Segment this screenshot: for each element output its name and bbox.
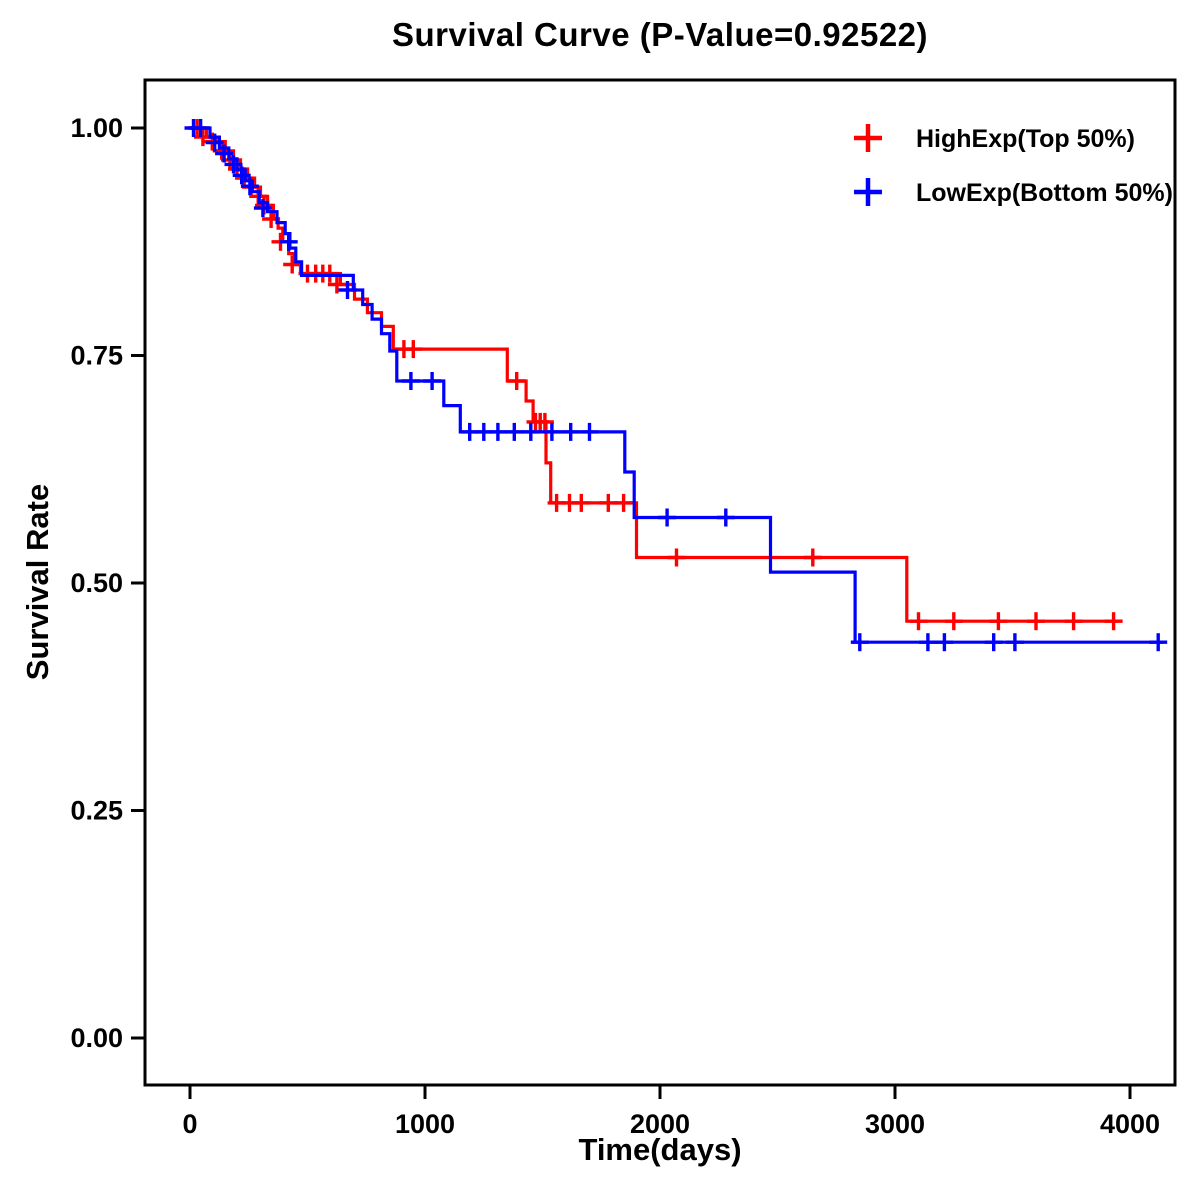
y-tick-label: 1.00 (70, 113, 123, 143)
y-tick-label: 0.75 (70, 341, 123, 371)
x-tick-label: 3000 (865, 1109, 925, 1139)
y-tick-label: 0.00 (70, 1023, 123, 1053)
x-axis-label: Time(days) (578, 1132, 742, 1167)
x-tick-label: 2000 (630, 1109, 690, 1139)
x-tick-label: 0 (182, 1109, 197, 1139)
x-tick-label: 1000 (395, 1109, 455, 1139)
chart-title: Survival Curve (P-Value=0.92522) (391, 16, 929, 53)
y-tick-label: 0.25 (70, 796, 123, 826)
legend-label: HighExp(Top 50%) (916, 125, 1135, 153)
plot-border (143, 78, 1177, 1087)
x-tick-label: 4000 (1100, 1109, 1160, 1139)
y-tick-label: 0.50 (70, 568, 123, 598)
legend-label: LowExp(Bottom 50%) (916, 179, 1173, 207)
